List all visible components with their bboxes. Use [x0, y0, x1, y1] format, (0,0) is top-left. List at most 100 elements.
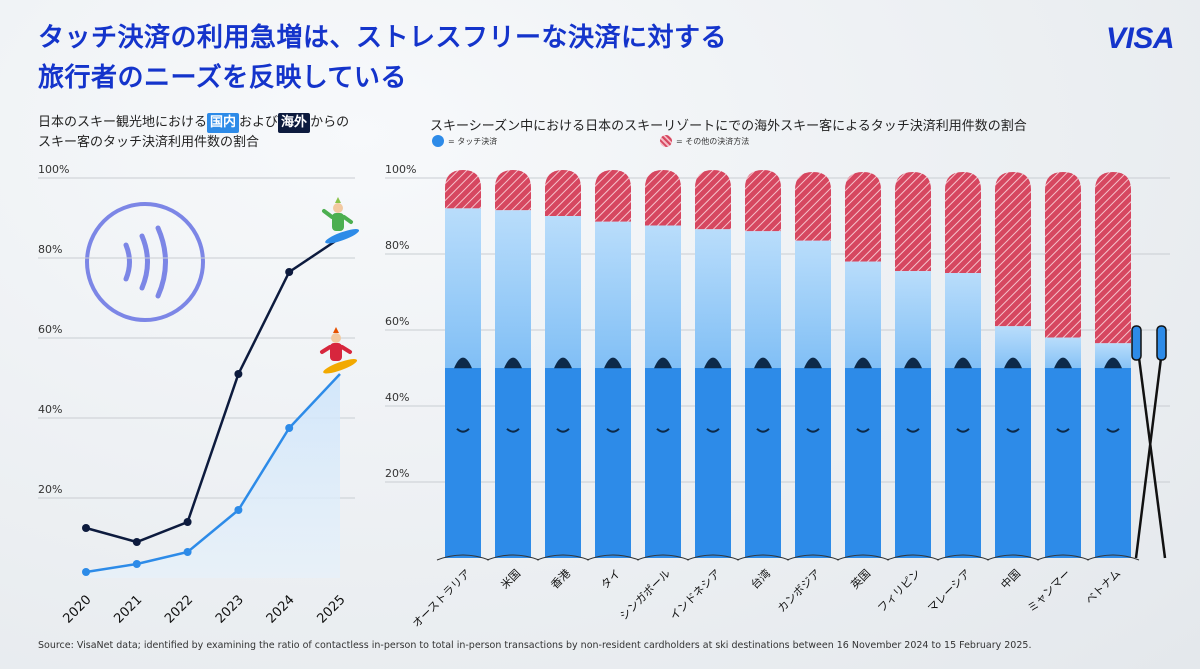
- left-x-tick-label: 2025: [315, 593, 349, 627]
- bar-segment-other: [745, 170, 781, 232]
- bar-segment-contactless-lower: [1095, 368, 1131, 558]
- left-x-tick-label: 2023: [213, 593, 247, 627]
- ski-binding-icon: [604, 357, 622, 369]
- ski-binding-icon: [556, 428, 570, 433]
- bar-segment-contactless-lower: [995, 368, 1031, 558]
- data-point: [234, 506, 243, 514]
- bar-segment-other: [795, 172, 831, 241]
- domestic-area: [86, 374, 340, 578]
- bar-segment-other: [1045, 172, 1081, 338]
- ski-poles-icon: [1131, 325, 1167, 559]
- bar-segment-contactless-lower: [695, 368, 731, 558]
- ski-base: [686, 554, 740, 561]
- ski-binding-icon: [904, 357, 922, 369]
- ski-bar-14: [1086, 172, 1140, 561]
- bar-segment-other: [545, 170, 581, 216]
- visa-logo: VISA: [1105, 22, 1175, 55]
- category-label: マレーシア: [925, 567, 973, 615]
- bar-segment-contactless: [645, 225, 681, 372]
- bar-segment-contactless: [445, 208, 481, 372]
- ski-bar-7: [736, 170, 790, 561]
- category-label: 香港: [548, 567, 573, 592]
- data-point: [82, 524, 90, 532]
- left-chart-subtitle: 日本のスキー観光地における 国内 および 海外 からの スキー客のタッチ決済利用件数の割…: [38, 113, 418, 153]
- contactless-symbol-icon: [85, 202, 205, 322]
- bar-segment-contactless: [945, 273, 981, 372]
- ski-bar-8: [786, 172, 840, 561]
- bar-segment-other: [995, 172, 1031, 327]
- left-y-tick-label: 60%: [38, 323, 62, 336]
- legend-other: = その他の決済方法: [660, 135, 749, 147]
- data-point: [285, 268, 294, 276]
- bar-segment-contactless-lower: [895, 368, 931, 558]
- bar-segment-contactless-lower: [745, 368, 781, 558]
- series-line-domestic: [85, 373, 341, 574]
- bar-segment-other: [695, 170, 731, 230]
- category-label: オーストラリア: [410, 567, 473, 630]
- ski-binding-icon: [1054, 357, 1072, 369]
- left-subtitle-mid: および: [239, 115, 279, 130]
- data-point: [132, 560, 141, 568]
- right-y-tick-label: 60%: [385, 315, 409, 328]
- bar-segment-other: [945, 172, 981, 273]
- left-x-tick-label: 2021: [111, 593, 145, 627]
- category-label: シンガポール: [617, 567, 673, 623]
- domestic-tag: 国内: [207, 113, 240, 133]
- ski-binding-icon: [654, 357, 672, 369]
- bar-segment-contactless-lower: [445, 368, 481, 558]
- ski-base: [1086, 554, 1140, 561]
- ski-binding-icon: [754, 357, 772, 369]
- ski-binding-icon: [506, 428, 520, 433]
- bar-segment-other: [595, 170, 631, 222]
- ski-binding-icon: [504, 357, 522, 369]
- bar-segment-contactless: [695, 229, 731, 372]
- right-y-tick-label: 80%: [385, 239, 409, 252]
- legend-contactless-label: = タッチ決済: [448, 136, 498, 146]
- ski-binding-icon: [954, 357, 972, 369]
- category-label: インドネシア: [667, 567, 723, 623]
- data-point: [183, 518, 192, 526]
- legend-other-label: = その他の決済方法: [676, 136, 750, 146]
- bar-segment-contactless-lower: [845, 368, 881, 558]
- data-point: [183, 548, 192, 556]
- right-chart-subtitle: スキーシーズン中における日本のスキーリゾートにでの海外スキー客によるタッチ決済利…: [430, 119, 1027, 134]
- ski-binding-icon: [454, 357, 472, 369]
- ski-base: [836, 554, 890, 561]
- right-y-tick-label: 100%: [385, 163, 416, 176]
- left-subtitle-post: からの: [310, 115, 350, 130]
- ski-bar-9: [836, 172, 890, 561]
- ski-base: [936, 554, 990, 561]
- ski-binding-icon: [806, 428, 820, 433]
- ski-binding-icon: [606, 428, 620, 433]
- ski-base: [1036, 554, 1090, 561]
- bar-segment-contactless-lower: [945, 368, 981, 558]
- contactless-swatch: [432, 135, 444, 147]
- ski-bar-2: [486, 170, 540, 561]
- category-label: 米国: [498, 567, 523, 592]
- bar-segment-contactless: [845, 261, 881, 372]
- ski-binding-icon: [554, 357, 572, 369]
- ski-binding-icon: [1104, 357, 1122, 369]
- bar-segment-other: [645, 170, 681, 226]
- legend-contactless: = タッチ決済: [432, 135, 497, 147]
- left-y-tick-label: 20%: [38, 483, 62, 496]
- category-label: ベトナム: [1083, 567, 1123, 607]
- data-point: [234, 370, 243, 378]
- source-note: Source: VisaNet data; identified by exam…: [38, 640, 1032, 651]
- ski-base: [986, 554, 1040, 561]
- bar-segment-contactless: [795, 240, 831, 372]
- ski-binding-icon: [756, 428, 770, 433]
- left-x-tick-label: 2024: [264, 593, 298, 627]
- ski-bar-13: [1036, 172, 1090, 561]
- ski-binding-icon: [1006, 428, 1020, 433]
- bar-segment-contactless-lower: [545, 368, 581, 558]
- ski-bar-11: [936, 172, 990, 561]
- ski-binding-icon: [456, 428, 470, 433]
- ski-base: [886, 554, 940, 561]
- ski-bar-6: [686, 170, 740, 561]
- bar-segment-contactless: [745, 231, 781, 372]
- other-swatch: [660, 135, 672, 147]
- ski-binding-icon: [804, 357, 822, 369]
- right-y-tick-label: 20%: [385, 467, 409, 480]
